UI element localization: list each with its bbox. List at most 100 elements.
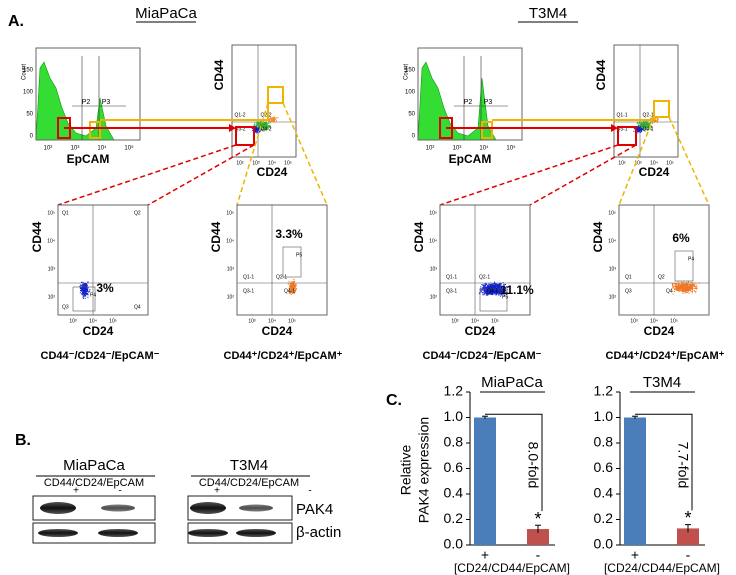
- y-tick-label: 10³: [48, 266, 56, 272]
- gate-label: Q1-1: [243, 274, 254, 280]
- cell-line-title: T3M4: [529, 5, 567, 22]
- x-tick-label: 10²: [618, 160, 626, 166]
- gate-label: Q4: [666, 288, 673, 294]
- quadrant-label: Q2-1: [642, 112, 653, 118]
- x-tick-label: 10⁵: [506, 145, 516, 152]
- blot-frame: [32, 495, 156, 521]
- gate-red: [617, 126, 637, 146]
- gate-label: Q3: [625, 288, 632, 294]
- x-tick-label: 10⁴: [479, 145, 489, 152]
- quadrant-label: Q3-1: [616, 126, 627, 132]
- scatter-orange: [267, 116, 279, 123]
- x-tick-label: 10³: [71, 146, 80, 152]
- bar: [677, 528, 699, 545]
- x-tick-label: 10²: [236, 160, 244, 166]
- axis-label: CD24: [639, 165, 670, 179]
- lane-label: +: [73, 486, 79, 497]
- x-tick-label: 10³: [453, 146, 462, 152]
- quadrant-label: Q3-2: [234, 126, 245, 132]
- arrow-head: [611, 124, 618, 132]
- x-tick-label: +: [481, 547, 489, 563]
- band: [40, 502, 76, 514]
- quadrant-label: Q2-2: [260, 112, 271, 118]
- x-tick-label: 10³: [252, 160, 260, 166]
- x-tick-label: 10³: [634, 160, 642, 166]
- bar: [474, 417, 496, 545]
- x-tick-label: 10⁴: [471, 318, 479, 324]
- cell-line-title: MiaPaCa: [135, 5, 197, 22]
- gate-label: P2: [82, 99, 91, 106]
- y-axis-label: PAK4 expression: [416, 417, 432, 523]
- axis-label: EpCAM: [449, 152, 492, 166]
- axis-label: Count: [404, 64, 410, 80]
- axis-label: CD24: [83, 324, 114, 338]
- axis-label: CD44: [212, 59, 226, 90]
- gate-orange: [481, 121, 493, 139]
- subset-frame: [618, 204, 710, 316]
- bar: [624, 417, 646, 545]
- fold-label: 8.0-fold: [525, 442, 541, 489]
- zoom-line: [147, 144, 255, 206]
- y-tick-label: 10³: [609, 266, 617, 272]
- gate-orange: [267, 86, 284, 104]
- gate-label: P5: [502, 294, 508, 300]
- axis-label: CD24: [465, 324, 496, 338]
- gate-label: Q4-1: [487, 288, 498, 294]
- axis-label: CD44: [30, 221, 44, 252]
- gate-label: P3: [484, 99, 493, 106]
- y-tick-label: 10⁵: [226, 210, 234, 216]
- gate-label: Q4: [134, 304, 141, 310]
- x-tick-label: 10⁴: [650, 160, 658, 166]
- y-tick-label: 10²: [430, 294, 438, 300]
- x-tick-label: 10⁵: [670, 318, 678, 324]
- blot-title: MiaPaCa: [63, 457, 125, 474]
- histogram-frame: [417, 47, 523, 141]
- band: [101, 504, 135, 512]
- gate-red: [235, 126, 255, 146]
- bracket: [635, 413, 693, 511]
- x-tick-label: -: [686, 547, 691, 563]
- gate-label: Q2: [134, 210, 141, 216]
- y-tick-label: 0.8: [594, 434, 614, 450]
- y-tick-label: 0: [412, 134, 416, 140]
- chart-title: MiaPaCa: [481, 374, 543, 391]
- axis-label: CD24: [257, 165, 288, 179]
- x-tick-label: 10⁵: [284, 160, 292, 166]
- caption: CD44⁺/CD24⁺/EpCAM⁺: [606, 350, 725, 362]
- panel-label: C.: [386, 392, 402, 409]
- axis-label: CD44: [209, 221, 223, 252]
- blot-markers: CD44/CD24/EpCAM: [199, 477, 299, 489]
- percent-label: 3%: [96, 281, 114, 295]
- axis-label: CD44: [591, 221, 605, 252]
- axis-label: CD44: [412, 221, 426, 252]
- protein-label: β-actin: [296, 524, 341, 541]
- axis-label: Count: [22, 64, 28, 80]
- x-axis-label: [CD24/CD44/EpCAM]: [454, 561, 570, 575]
- caption: CD44⁻/CD24⁻/EpCAM⁻: [423, 350, 542, 362]
- scatter-orange: [287, 278, 297, 295]
- blot-title: T3M4: [230, 457, 268, 474]
- overview-frame: [231, 44, 297, 158]
- gate-label: P4: [90, 292, 96, 298]
- gate-box: [479, 288, 508, 312]
- band: [236, 529, 276, 537]
- gate-label: P4: [688, 256, 694, 262]
- y-tick-label: 10⁴: [47, 238, 55, 244]
- x-tick-label: 10⁴: [268, 160, 276, 166]
- y-tick-label: 0: [30, 134, 34, 140]
- x-tick-label: 10²: [426, 146, 435, 152]
- x-tick-label: 10⁴: [268, 318, 276, 324]
- y-tick-label: 0.2: [444, 510, 464, 526]
- y-tick-label: 0.2: [594, 510, 614, 526]
- x-tick-label: 10³: [451, 318, 459, 324]
- bracket: [485, 413, 543, 512]
- gate-label: P3: [102, 99, 111, 106]
- y-tick-label: 1.2: [444, 383, 464, 399]
- y-tick-label: 10⁵: [47, 210, 55, 216]
- quadrant-label: Q4-1: [642, 126, 653, 132]
- y-tick-label: 1.0: [444, 408, 464, 424]
- protein-label: PAK4: [296, 501, 333, 518]
- x-tick-label: 10⁵: [491, 318, 499, 324]
- y-tick-label: 50: [26, 112, 33, 118]
